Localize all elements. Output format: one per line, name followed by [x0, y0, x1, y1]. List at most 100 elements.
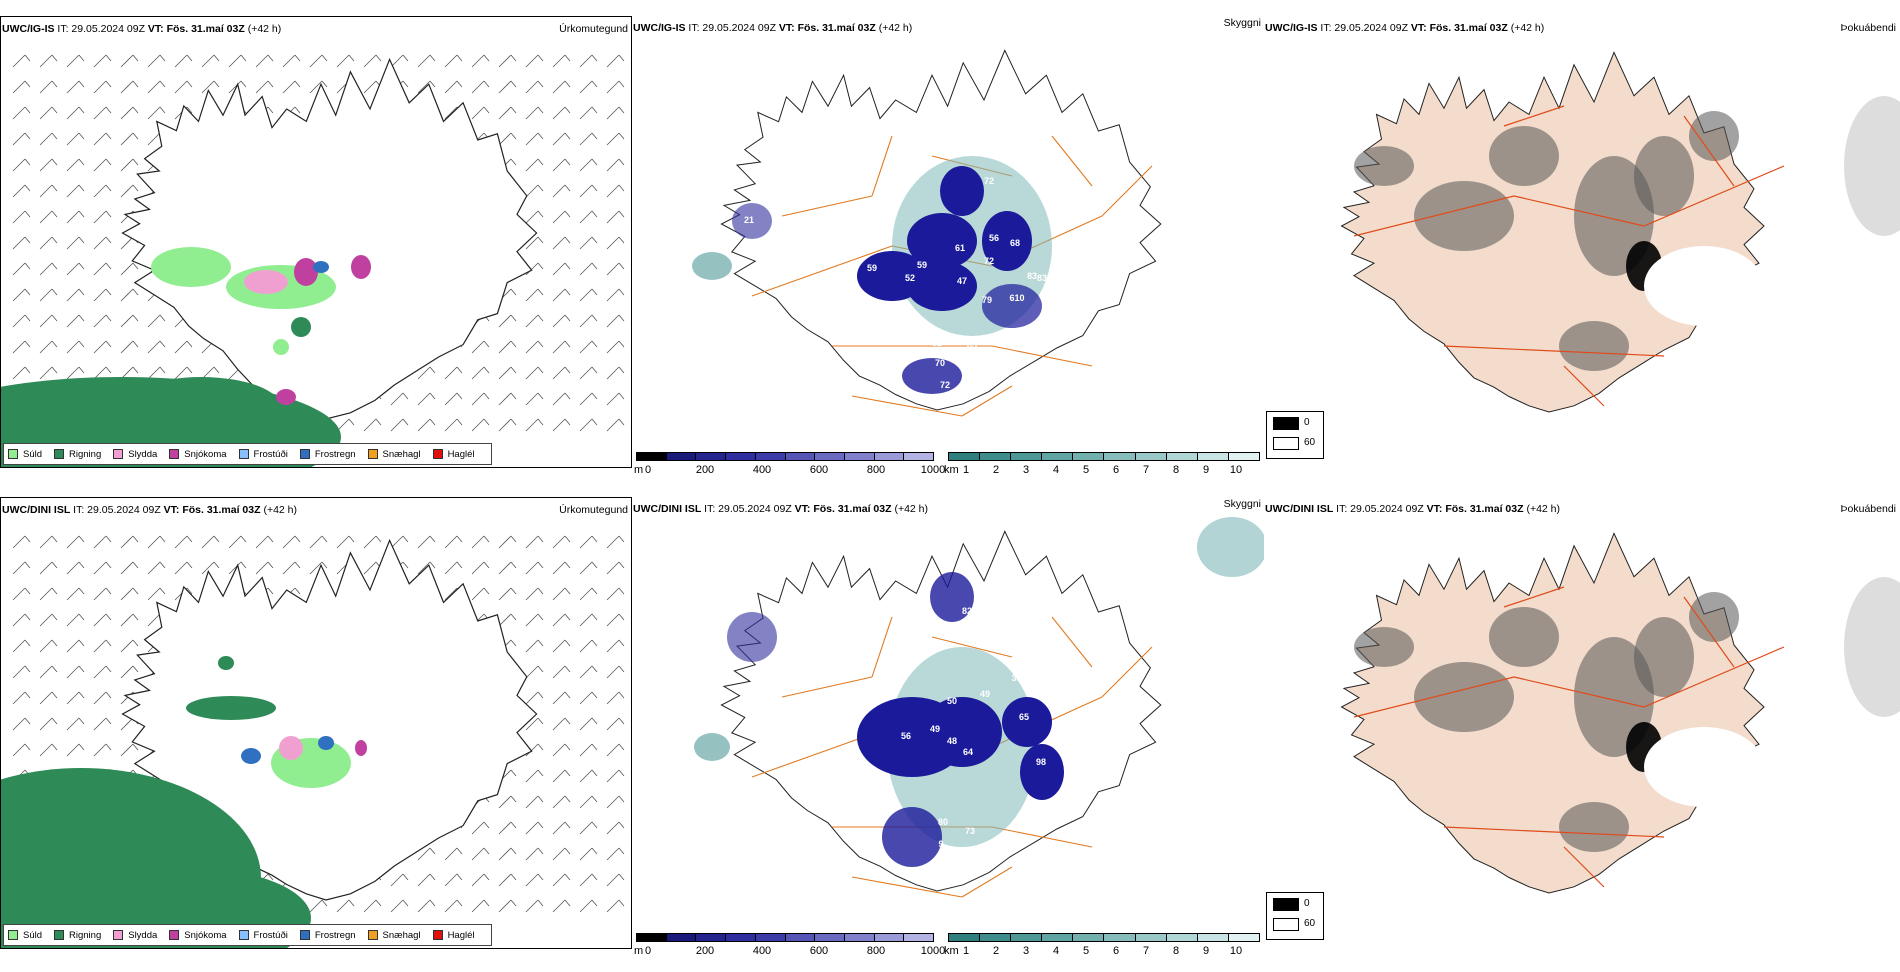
wind-barb-icon: [147, 340, 166, 354]
wind-barb-icon: [12, 236, 31, 250]
wind-barb-icon: [39, 236, 58, 250]
wind-barb-icon: [39, 717, 58, 731]
wind-barb-icon: [417, 418, 436, 432]
wind-barb-icon: [579, 873, 598, 887]
wind-barb-icon: [336, 535, 355, 549]
wind-barb-icon: [120, 366, 139, 380]
panel-title: Þokuábendi: [1840, 22, 1896, 34]
wind-barb-icon: [471, 873, 490, 887]
wind-barb-icon: [309, 561, 328, 575]
wind-barb-icon: [201, 80, 220, 94]
legend-item: Slydda: [113, 930, 157, 941]
wind-barb-icon: [39, 210, 58, 224]
wind-barb-icon: [309, 54, 328, 68]
wind-barb-icon: [525, 561, 544, 575]
visibility-tick: 8: [1172, 945, 1180, 957]
visibility-tick: 3: [1022, 464, 1030, 476]
wind-barb-icon: [579, 899, 598, 913]
wind-barb-icon: [12, 717, 31, 731]
wind-barb-icon: [39, 106, 58, 120]
legend-label: Súld: [23, 448, 43, 460]
wind-barb-icon: [606, 691, 625, 705]
wind-barb-icon: [39, 665, 58, 679]
visibility-panel: 76 67 78 45 67 82 385 49 50 65 49 56 48 64 98 79 80 73 9 18…: [632, 497, 1264, 972]
wind-barb-icon: [39, 80, 58, 94]
visibility-unit: km: [944, 945, 959, 957]
wind-barb-icon: [39, 158, 58, 172]
visibility-tick: 2: [992, 945, 1000, 957]
visibility-color-strip: [948, 933, 1260, 942]
wind-barb-icon: [255, 54, 274, 68]
wind-barb-icon: [606, 184, 625, 198]
wind-barb-icon: [66, 665, 85, 679]
wind-barb-icon: [39, 613, 58, 627]
fog-legend-label: 60: [1304, 918, 1316, 929]
wind-barb-icon: [12, 340, 31, 354]
wind-barb-icon: [174, 366, 193, 380]
wind-barb-icon: [471, 821, 490, 835]
legend-item: Snjókoma: [169, 929, 227, 941]
wind-barb-icon: [444, 80, 463, 94]
wind-barb-icon: [66, 587, 85, 601]
wind-barb-icon: [606, 769, 625, 783]
wind-barb-icon: [606, 262, 625, 276]
visibility-value-label: 47: [957, 276, 967, 286]
wind-barb-icon: [471, 340, 490, 354]
wind-barb-icon: [552, 236, 571, 250]
wind-barb-icon: [12, 587, 31, 601]
wind-barb-icon: [201, 366, 220, 380]
wind-barb-icon: [417, 873, 436, 887]
wind-barb-icon: [606, 639, 625, 653]
legend-item: Haglél: [432, 449, 475, 460]
wind-barb-icon: [336, 54, 355, 68]
wind-barb-icon: [39, 366, 58, 380]
wind-barb-icon: [66, 366, 85, 380]
wind-barb-icon: [417, 561, 436, 575]
wind-barb-icon: [39, 639, 58, 653]
wind-barb-icon: [12, 54, 31, 68]
wind-barb-icon: [552, 392, 571, 406]
wind-barb-icon: [39, 314, 58, 328]
wind-barb-icon: [120, 262, 139, 276]
visibility-value-label: 59: [917, 260, 927, 270]
ceiling-colorbar: m 0 200 400 600 800 1000: [632, 933, 945, 963]
iceland-precip-map: [1, 535, 625, 948]
wind-barb-icon: [174, 340, 193, 354]
legend-swatch: [299, 449, 310, 459]
legend-label: Snjókoma: [184, 929, 227, 941]
ceiling-tick: 800: [866, 945, 886, 957]
wind-barb-icon: [66, 314, 85, 328]
wind-barb-icon: [579, 340, 598, 354]
visibility-tick: 7: [1142, 464, 1150, 476]
wind-barb-icon: [498, 535, 517, 549]
wind-barb-icon: [552, 535, 571, 549]
wind-barb-icon: [606, 535, 625, 549]
wind-barb-icon: [93, 262, 112, 276]
iceland-fog-map: [1340, 532, 1900, 894]
wind-barb-icon: [552, 80, 571, 94]
fog-legend-swatch: [1273, 898, 1299, 911]
wind-barb-icon: [498, 613, 517, 627]
wind-barb-icon: [471, 392, 490, 406]
wind-barb-icon: [39, 743, 58, 757]
wind-barb-icon: [606, 795, 625, 809]
wind-barb-icon: [552, 665, 571, 679]
wind-barb-icon: [579, 561, 598, 575]
wind-barb-icon: [552, 340, 571, 354]
wind-barb-icon: [525, 54, 544, 68]
visibility-value-label: 82: [932, 338, 942, 348]
panel-header: UWC/IG-IS IT: 29.05.2024 09Z VT: Fös. 31…: [2, 23, 282, 35]
fog-indicator-panel: UWC/IG-IS IT: 29.05.2024 09Z VT: Fös. 31…: [1264, 16, 1900, 491]
panel-header: UWC/DINI ISL IT: 29.05.2024 09Z VT: Fös.…: [633, 503, 929, 515]
wind-barb-icon: [579, 184, 598, 198]
wind-barb-icon: [93, 314, 112, 328]
visibility-value-label: 59: [867, 263, 877, 273]
wind-barb-icon: [606, 847, 625, 861]
visibility-areas: [694, 517, 1264, 867]
wind-barb-icon: [66, 184, 85, 198]
wind-barb-icon: [579, 158, 598, 172]
wind-barb-icon: [417, 535, 436, 549]
wind-barb-icon: [579, 613, 598, 627]
wind-barb-icon: [417, 899, 436, 913]
wind-barb-icon: [39, 184, 58, 198]
